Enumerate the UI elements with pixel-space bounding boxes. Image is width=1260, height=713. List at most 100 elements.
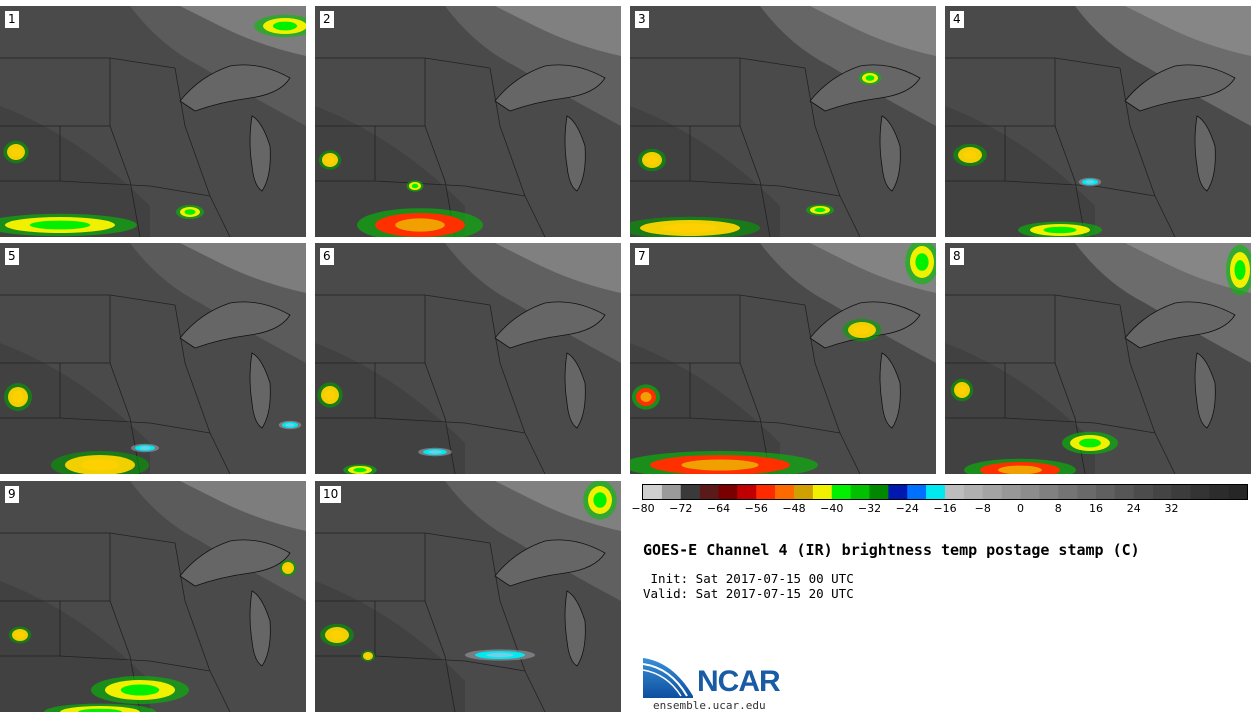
storm-cell [662,223,718,233]
storm-cell [915,253,929,271]
storm-cell [640,392,652,402]
colorbar-tick-label: 32 [1164,502,1179,515]
storm-cell [1234,260,1246,280]
colorbar-swatch [982,485,1002,499]
colorbar-swatch [661,485,682,499]
storm-cell [854,325,870,335]
colorbar-swatch [775,485,795,499]
postage-stamp-panel: 4 [945,6,1251,237]
colorbar-tick-label: −72 [669,502,693,515]
storm-cell [78,708,122,712]
colorbar-swatch [1039,485,1059,499]
storm-cell [963,150,977,160]
panel-number: 5 [5,248,19,265]
colorbar-tick-label: 24 [1126,502,1141,515]
storm-cell [15,631,25,639]
site-url[interactable]: ensemble.ucar.edu [653,699,766,712]
colorbar-swatch [1152,485,1172,499]
storm-cell [80,459,120,471]
colorbar-swatch [831,485,851,499]
colorbar-swatch [794,485,814,499]
ir-map [315,481,621,712]
colorbar-swatch [1228,485,1248,499]
colorbar-swatch [1001,485,1021,499]
colorbar-tick-label: −64 [706,502,731,515]
storm-cell [272,21,298,31]
postage-stamp-panel: 10 [315,481,621,712]
colorbar-swatch [756,485,776,499]
ir-map [630,243,936,474]
colorbar-tick-label: −8 [974,502,991,515]
storm-cell [428,450,442,454]
storm-cell [284,564,292,572]
panel-number: 2 [320,11,334,28]
storm-cell [1079,438,1101,448]
postage-stamp-panel: 7 [630,243,936,474]
postage-stamp-panel: 9 [0,481,306,712]
postage-stamp-panel: 5 [0,243,306,474]
storm-cell [325,390,335,400]
colorbar-tick-label: −80 [631,502,655,515]
postage-stamp-panel: 6 [315,243,621,474]
storm-cell [411,183,419,189]
storm-cell [865,75,875,81]
storm-cell [646,155,658,165]
colorbar-swatch [1077,485,1097,499]
colorbar-swatch [888,485,908,499]
storm-cell [1043,226,1077,234]
storm-cell [120,684,160,696]
colorbar-swatch [945,485,965,499]
panel-number: 7 [635,248,649,265]
colorbar-swatch [1209,485,1229,499]
colorbar-swatch [907,485,927,499]
ir-map [315,243,621,474]
colorbar-tick-label: 16 [1089,502,1103,515]
ir-map [630,6,936,237]
panel-number: 3 [635,11,649,28]
colorbar-tick-label: −48 [782,502,806,515]
postage-stamp-panel: 2 [315,6,621,237]
colorbar-swatch [718,485,738,499]
panel-number: 8 [950,248,964,265]
storm-cell [139,446,151,450]
storm-cell [12,391,24,403]
ir-map [0,481,306,712]
colorbar-swatch [1020,485,1040,499]
colorbar-tick-label: −56 [744,502,768,515]
colorbar-swatch [869,485,889,499]
ir-map [945,6,1251,237]
colorbar-tick-label: 8 [1054,502,1062,515]
panel-number: 10 [320,486,342,503]
storm-cell [681,459,759,471]
postage-stamp-panel: 8 [945,243,1251,474]
colorbar-swatch [1171,485,1191,499]
storm-cell [365,653,371,659]
ncar-logo-icon [643,658,693,698]
panel-number: 1 [5,11,19,28]
storm-cell [814,207,826,213]
panel-number: 6 [320,248,334,265]
panel-number: 9 [5,486,19,503]
storm-cell [325,156,335,164]
colorbar-swatch [1114,485,1135,499]
storm-cell [29,220,91,230]
postage-stamp-panel: 1 [0,6,306,237]
colorbar [642,484,1248,500]
init-time: Init: Sat 2017-07-15 00 UTC [643,571,854,586]
panel-number: 4 [950,11,964,28]
colorbar-swatch [812,485,833,499]
storm-cell [957,385,967,395]
colorbar-tick-label: 0 [1017,502,1024,515]
ir-map [945,243,1251,474]
colorbar-swatch [680,485,700,499]
ir-map [315,6,621,237]
storm-cell [11,147,21,157]
storm-cell [486,652,514,658]
colorbar-swatch [1058,485,1078,499]
colorbar-tick-label: −40 [820,502,844,515]
storm-cell [285,423,295,427]
postage-stamp-panel: 3 [630,6,936,237]
colorbar-tick-label: −24 [895,502,919,515]
storm-cell [184,209,196,215]
ir-map [0,243,306,474]
